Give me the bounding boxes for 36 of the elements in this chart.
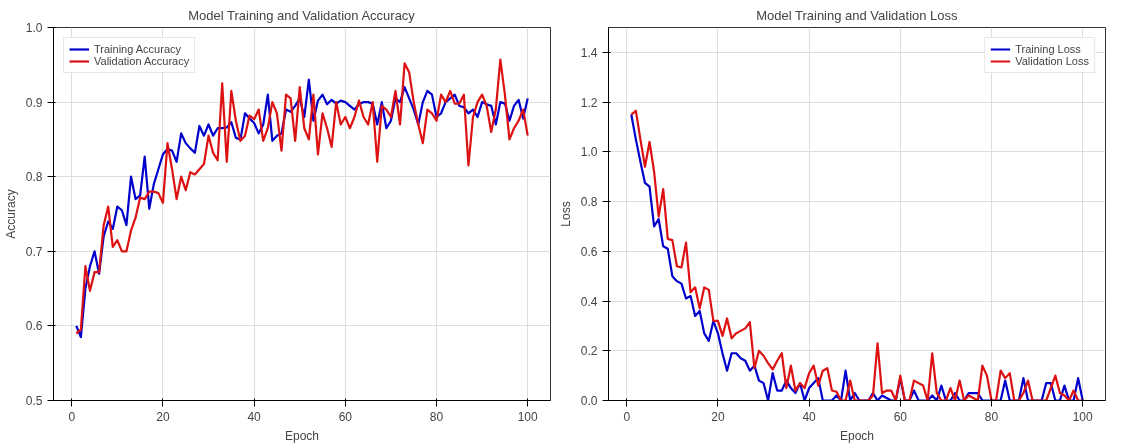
x-tick-label: 40 — [247, 409, 262, 424]
legend-label: Validation Loss — [1015, 55, 1089, 67]
x-tick-label: 20 — [711, 409, 725, 424]
y-tick-label: 1.0 — [25, 21, 43, 35]
x-tick-label: 20 — [156, 409, 170, 424]
x-tick-label: 80 — [984, 409, 999, 424]
y-tick-label: 0.5 — [25, 394, 43, 408]
y-tick-label: 0.8 — [580, 195, 598, 210]
chart-title: Model Training and Validation Loss — [756, 7, 959, 23]
chart-title: Model Training and Validation Accuracy — [188, 7, 416, 23]
x-tick-label: 60 — [338, 409, 353, 424]
x-tick-label: 100 — [517, 409, 539, 424]
y-tick-label: 0.0 — [580, 394, 598, 408]
y-tick-label: 0.4 — [580, 294, 598, 309]
y-tick-label: 0.6 — [25, 319, 43, 334]
legend-label: Validation Accuracy — [94, 55, 190, 67]
x-tick-label: 0 — [68, 409, 76, 424]
x-axis-title: Epoch — [839, 428, 875, 443]
x-axis-title: Epoch — [284, 428, 320, 443]
y-tick-label: 0.6 — [580, 244, 598, 259]
y-tick-label: 1.4 — [580, 45, 598, 60]
y-tick-label: 0.2 — [580, 344, 598, 359]
x-tick-label: 40 — [802, 409, 817, 424]
y-axis-title: Loss — [558, 201, 573, 227]
x-tick-label: 60 — [893, 409, 908, 424]
x-tick-label: 100 — [1072, 409, 1094, 424]
y-tick-label: 0.9 — [25, 95, 43, 110]
legend-label: Training Loss — [1015, 43, 1081, 55]
x-tick-label: 0 — [623, 409, 631, 424]
legend-label: Training Accuracy — [94, 43, 182, 55]
y-tick-label: 1.2 — [580, 95, 598, 110]
y-tick-label: 0.7 — [25, 244, 43, 259]
y-tick-label: 1.0 — [580, 145, 598, 160]
y-tick-label: 0.8 — [25, 170, 43, 185]
x-tick-label: 80 — [429, 409, 444, 424]
y-axis-title: Accuracy — [3, 189, 18, 239]
